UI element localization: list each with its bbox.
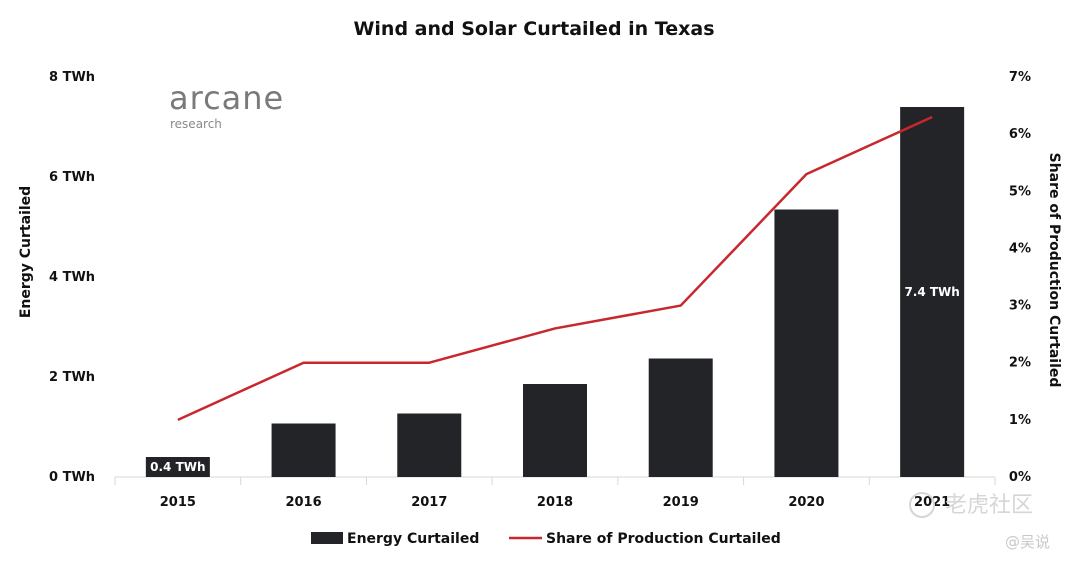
x-tick-label: 2019 <box>663 495 699 510</box>
y2-tick-label: 3% <box>1009 299 1031 314</box>
logo-subtitle: research <box>170 117 222 131</box>
x-tick-separators <box>114 477 996 485</box>
y-tick-label: 0 TWh <box>49 470 95 485</box>
watermark-handle: @吴说 <box>1005 533 1050 551</box>
y2-tick-label: 5% <box>1009 184 1031 199</box>
bar-data-label: 0.4 TWh <box>150 460 205 474</box>
y2-tick-label: 4% <box>1009 241 1031 256</box>
y-tick-label: 8 TWh <box>49 70 95 85</box>
y-tick-label: 2 TWh <box>49 370 95 385</box>
y2-tick-label: 7% <box>1009 70 1031 85</box>
x-tick-label: 2021 <box>914 495 950 510</box>
left-tick-labels: 0 TWh 2 TWh 4 TWh 6 TWh 8 TWh <box>49 70 95 485</box>
bar-data-label: 7.4 TWh <box>904 285 959 299</box>
y-axis-title: Energy Curtailed <box>18 186 34 318</box>
bar <box>523 384 587 477</box>
watermark-text: 老虎社区 <box>945 493 1033 518</box>
x-tick-label: 2016 <box>285 495 321 510</box>
legend-label-energy: Energy Curtailed <box>347 531 479 547</box>
watermark-paw-icon <box>909 492 935 518</box>
bar-series <box>145 107 965 477</box>
logo-wordmark: arcane <box>169 79 284 117</box>
x-tick-label: 2020 <box>788 495 824 510</box>
right-tick-labels: 0% 1% 2% 3% 4% 5% 6% 7% <box>1009 70 1031 485</box>
y-tick-label: 4 TWh <box>49 270 95 285</box>
share-line <box>177 115 933 421</box>
brand-logo: arcane research <box>169 79 284 131</box>
chart-title: Wind and Solar Curtailed in Texas <box>353 18 714 40</box>
y2-tick-label: 6% <box>1009 127 1031 142</box>
y2-tick-label: 0% <box>1009 470 1031 485</box>
y2-tick-label: 1% <box>1009 413 1031 428</box>
legend-label-share: Share of Production Curtailed <box>546 531 781 547</box>
bar <box>900 107 965 477</box>
data-labels: 0.4 TWh 7.4 TWh <box>150 285 960 474</box>
line-series <box>177 115 933 421</box>
bar <box>145 457 210 477</box>
x-tick-labels: 2015 2016 2017 2018 2019 2020 2021 <box>160 495 950 510</box>
legend-swatch-energy <box>311 532 343 544</box>
legend: Energy Curtailed Share of Production Cur… <box>311 531 781 547</box>
y2-tick-label: 2% <box>1009 356 1031 371</box>
watermark: 老虎社区 @吴说 <box>909 492 1050 551</box>
x-tick-label: 2015 <box>160 495 196 510</box>
bar <box>774 209 839 477</box>
x-tick-label: 2018 <box>537 495 573 510</box>
bar <box>648 358 713 477</box>
y-tick-label: 6 TWh <box>49 170 95 185</box>
bar <box>397 413 462 477</box>
bar <box>271 423 336 477</box>
y2-axis-title: Share of Production Curtailed <box>1046 153 1062 388</box>
x-tick-label: 2017 <box>411 495 447 510</box>
